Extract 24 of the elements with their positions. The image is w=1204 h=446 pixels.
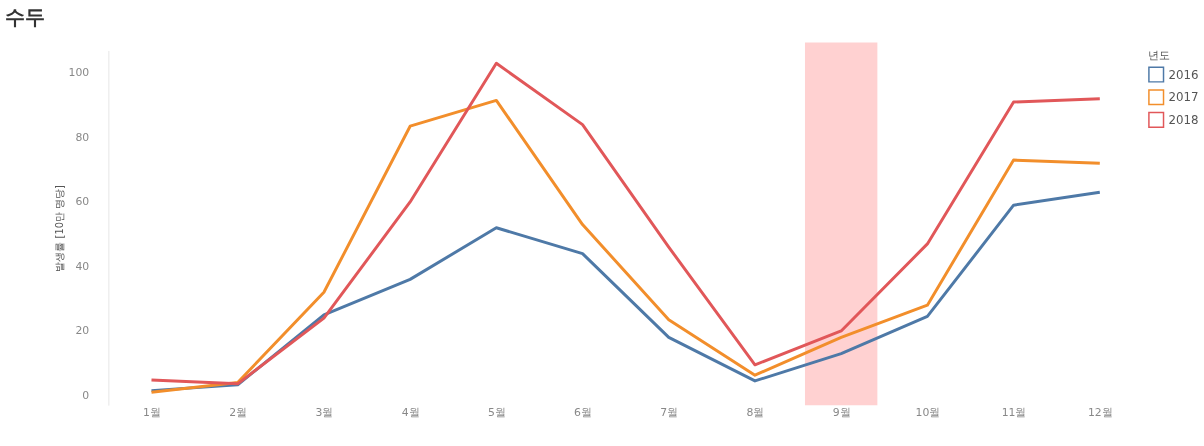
legend-label: 2016 — [1168, 67, 1199, 82]
x-tick-label: 12월 — [1087, 406, 1113, 420]
legend-title: 년도 — [1147, 49, 1170, 63]
legend-label: 2017 — [1168, 90, 1199, 105]
x-tick-label: 2월 — [229, 406, 248, 420]
x-tick-label: 9월 — [832, 406, 851, 420]
x-tick-label: 11월 — [1001, 406, 1027, 420]
legend-label: 2018 — [1168, 112, 1199, 127]
x-tick-label: 5월 — [487, 406, 506, 420]
y-tick-label: 80 — [75, 130, 90, 144]
y-tick-label: 100 — [68, 66, 90, 80]
y-tick-label: 0 — [82, 388, 90, 402]
x-tick-label: 3월 — [315, 406, 334, 420]
y-axis-title: 발생률 [10만 명당] — [53, 185, 65, 272]
y-tick-label: 20 — [75, 324, 90, 338]
x-tick-label: 4월 — [401, 406, 420, 420]
x-tick-label: 10월 — [915, 406, 941, 420]
x-tick-label: 6월 — [574, 406, 592, 420]
y-tick-label: 40 — [75, 259, 90, 273]
x-tick-label: 7월 — [660, 406, 679, 420]
y-tick-label: 60 — [75, 195, 90, 209]
x-tick-label: 1월 — [143, 406, 161, 420]
chart-title: 수두 — [4, 5, 45, 29]
x-tick-label: 8월 — [746, 406, 765, 420]
